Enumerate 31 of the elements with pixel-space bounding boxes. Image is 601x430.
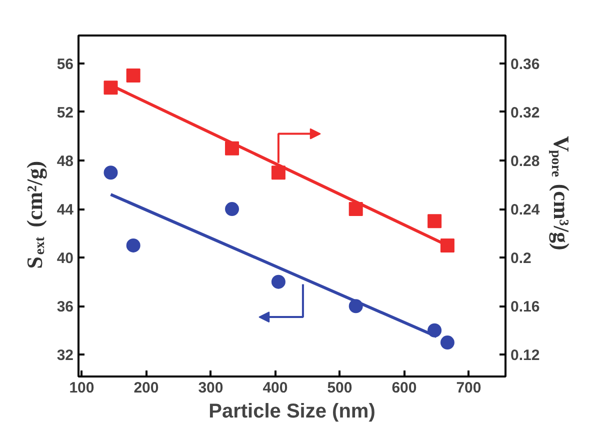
x-tick-label: 700 [456,380,482,396]
y-tick-label: 40 [56,250,74,268]
y2-tick-label: 0.28 [510,152,540,170]
x-tick-label: 100 [69,380,94,396]
point [126,238,140,252]
point [126,68,140,83]
point [225,202,240,216]
y-axis-title: Sext (cm²/g) [22,160,48,269]
y2-tick-label: 0.12 [510,347,540,364]
y2-tick-label: 0.2 [510,250,532,268]
point [440,336,454,350]
point [104,166,118,180]
y2-tick-label: 0.32 [510,104,540,122]
x-tick-label: 200 [134,380,159,396]
x-axis-title: Particle Size (nm) [208,400,376,422]
x-tick-label: 400 [262,380,288,396]
x-tick-label: 300 [198,380,224,396]
y-tick-label: 48 [56,152,74,170]
y-tick-label: 36 [56,298,74,316]
point [428,214,442,228]
y-tick-label: 44 [56,202,74,219]
point [271,274,286,289]
y2-tick-label: 0.16 [510,298,540,316]
y-tick-label: 56 [56,56,74,73]
y-tick-label: 52 [56,104,74,122]
x-tick-label: 600 [392,380,417,396]
x-tick-label: 500 [327,380,352,396]
point [271,166,286,180]
y2-tick-label: 0.36 [510,56,540,73]
y-tick-label: 32 [56,347,74,364]
y2-tick-label: 0.24 [510,202,540,219]
